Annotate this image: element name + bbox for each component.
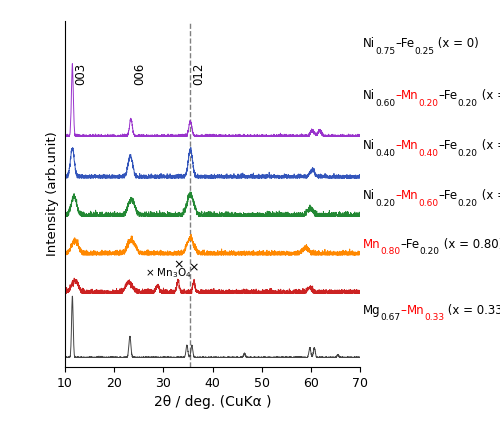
Text: 0.67: 0.67 [380, 313, 400, 322]
Text: Mn: Mn [406, 303, 424, 316]
Text: (x = 0): (x = 0) [434, 37, 479, 50]
Text: 0.60: 0.60 [375, 99, 395, 108]
Text: –: – [395, 139, 401, 152]
Text: Mn: Mn [401, 139, 418, 152]
Text: –: – [395, 189, 401, 203]
Text: –Fe: –Fe [438, 139, 458, 152]
Text: (x = 0.40): (x = 0.40) [478, 139, 500, 152]
Y-axis label: Intensity (arb.unit): Intensity (arb.unit) [46, 132, 60, 257]
Text: $\times$: $\times$ [188, 261, 199, 274]
Text: Ni: Ni [363, 89, 375, 102]
Text: –: – [395, 89, 401, 102]
Text: Mg: Mg [363, 303, 380, 316]
Text: –Fe: –Fe [395, 37, 414, 50]
Text: 003: 003 [74, 63, 87, 85]
X-axis label: 2θ / deg. (CuKα ): 2θ / deg. (CuKα ) [154, 395, 271, 409]
Text: Mn: Mn [363, 238, 380, 251]
Text: 0.80: 0.80 [380, 247, 400, 257]
Text: 0.60: 0.60 [418, 199, 438, 208]
Text: 006: 006 [133, 63, 146, 85]
Text: 0.20: 0.20 [458, 199, 478, 208]
Text: (x = 0.80): (x = 0.80) [440, 238, 500, 251]
Text: 0.75: 0.75 [375, 47, 395, 56]
Text: $\times$ Mn$_3$O$_4$: $\times$ Mn$_3$O$_4$ [145, 266, 192, 279]
Text: –Fe: –Fe [438, 89, 458, 102]
Text: Ni: Ni [363, 139, 375, 152]
Text: 0.20: 0.20 [420, 247, 440, 257]
Text: Ni: Ni [363, 189, 375, 203]
Text: 0.20: 0.20 [458, 149, 477, 158]
Text: –: – [400, 303, 406, 316]
Text: –Fe: –Fe [400, 238, 420, 251]
Text: (x = 0.20): (x = 0.20) [478, 89, 500, 102]
Text: $\times$: $\times$ [172, 259, 184, 272]
Text: (x = 0.60): (x = 0.60) [478, 189, 500, 203]
Text: 0.25: 0.25 [414, 47, 434, 56]
Text: Mn: Mn [401, 189, 418, 203]
Text: 0.33: 0.33 [424, 313, 444, 322]
Text: –Fe: –Fe [438, 189, 458, 203]
Text: Mn: Mn [401, 89, 418, 102]
Text: 0.20: 0.20 [375, 199, 395, 208]
Text: 0.40: 0.40 [418, 149, 438, 158]
Text: 0.20: 0.20 [458, 99, 478, 108]
Text: (x = 0.33): (x = 0.33) [444, 303, 500, 316]
Text: Ni: Ni [363, 37, 375, 50]
Text: 0.20: 0.20 [418, 99, 438, 108]
Text: 012: 012 [192, 63, 205, 85]
Text: 0.40: 0.40 [375, 149, 395, 158]
